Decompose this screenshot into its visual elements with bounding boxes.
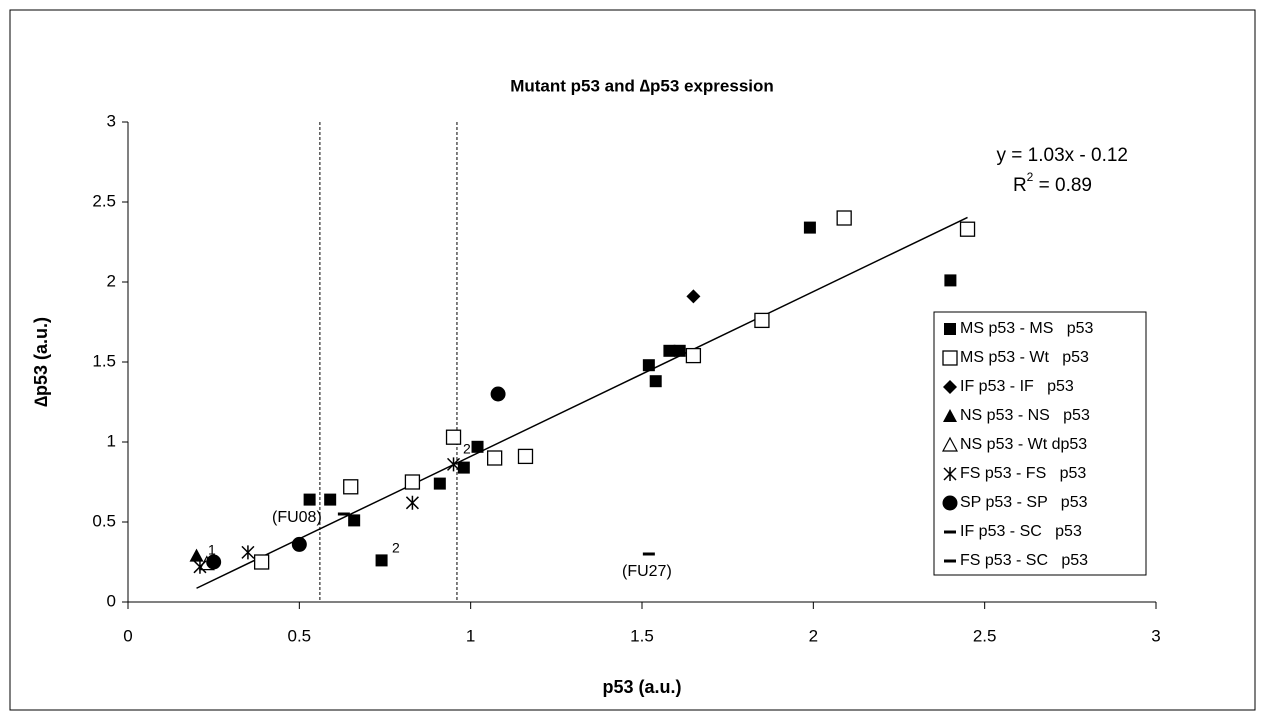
x-tick-label: 1 (466, 626, 475, 645)
legend-label: MS p53 - Wt p53 (960, 349, 1089, 366)
marker-square (348, 514, 361, 527)
marker-dash (944, 530, 956, 534)
marker-dash (642, 552, 655, 556)
x-tick-label: 0 (123, 626, 132, 645)
marker-circle (942, 495, 958, 511)
marker-open-square (754, 312, 770, 329)
marker-asterisk (193, 559, 207, 574)
y-tick-label: 1.5 (92, 351, 116, 370)
marker-circle (291, 536, 307, 552)
marker-open-square (487, 450, 503, 466)
marker-open-square (959, 221, 976, 237)
y-axis-label: ∆p53 (a.u.) (31, 317, 51, 407)
marker-square (457, 461, 470, 474)
marker-circle (206, 554, 222, 570)
marker-square (649, 375, 662, 388)
trendline (196, 216, 968, 589)
legend-label: FS p53 - SC p53 (960, 552, 1088, 569)
marker-square (673, 344, 686, 357)
y-tick-label: 2.5 (92, 191, 116, 210)
marker-square (642, 359, 655, 372)
marker-open-square (685, 347, 702, 364)
x-axis-label: p53 (a.u.) (602, 677, 681, 697)
legend-label: MS p53 - MS p53 (960, 320, 1093, 337)
marker-square (324, 493, 337, 506)
marker-open-square (445, 429, 462, 445)
legend-label: IF p53 - SC p53 (960, 523, 1082, 540)
marker-triangle (189, 548, 204, 562)
legend-label: SP p53 - SP p53 (960, 494, 1088, 511)
r2-value: = 0.89 (1033, 175, 1092, 196)
marker-square (375, 554, 388, 567)
r2-prefix: R (1013, 175, 1027, 196)
annotation: (FU27) (622, 563, 672, 580)
x-tick-label: 2.5 (973, 626, 997, 645)
legend-box (933, 311, 1147, 576)
x-tick-label: 1.5 (630, 626, 654, 645)
annotation: 2 (463, 441, 471, 457)
marker-diamond (943, 380, 957, 394)
annotation: 1 (208, 542, 216, 558)
annotation: (FU08) (272, 509, 322, 526)
marker-diamond (686, 289, 701, 304)
marker-open-square (517, 448, 534, 465)
marker-square (663, 344, 676, 357)
marker-open-square (836, 210, 852, 226)
trend-r2: R2 = 0.89 (1013, 170, 1092, 196)
marker-dash (337, 512, 350, 516)
chart-title: Mutant p53 and ∆p53 expression (510, 76, 774, 95)
marker-asterisk (241, 545, 255, 560)
annotation: 2 (392, 540, 400, 556)
marker-square (433, 477, 446, 490)
marker-triangle (943, 409, 957, 422)
marker-open-triangle (941, 436, 959, 452)
marker-open-square (343, 479, 359, 495)
marker-square (944, 323, 956, 335)
x-tick-label: 2 (809, 626, 818, 645)
marker-dash (944, 559, 956, 563)
y-tick-label: 2 (107, 271, 116, 290)
y-tick-label: 0.5 (92, 511, 116, 530)
legend-label: NS p53 - NS p53 (960, 407, 1090, 424)
marker-open-square (404, 474, 421, 490)
marker-asterisk (405, 495, 419, 510)
x-tick-label: 0.5 (288, 626, 312, 645)
marker-asterisk (447, 457, 461, 472)
marker-square (803, 221, 816, 234)
marker-square (471, 440, 484, 453)
x-tick-label: 3 (1151, 626, 1160, 645)
marker-open-square (253, 554, 270, 570)
legend-label: IF p53 - IF p53 (960, 378, 1074, 395)
y-tick-label: 1 (107, 431, 116, 450)
r2-sup: 2 (1027, 170, 1034, 184)
marker-square (303, 493, 316, 506)
trend-equation: y = 1.03x - 0.12 (997, 145, 1129, 166)
legend-label: NS p53 - Wt dp53 (960, 436, 1087, 453)
marker-asterisk (943, 467, 957, 481)
marker-circle (490, 386, 506, 402)
marker-open-square (942, 350, 958, 366)
legend-label: FS p53 - FS p53 (960, 465, 1086, 482)
marker-square (944, 274, 957, 287)
y-tick-label: 3 (107, 111, 116, 130)
y-tick-label: 0 (107, 591, 116, 610)
